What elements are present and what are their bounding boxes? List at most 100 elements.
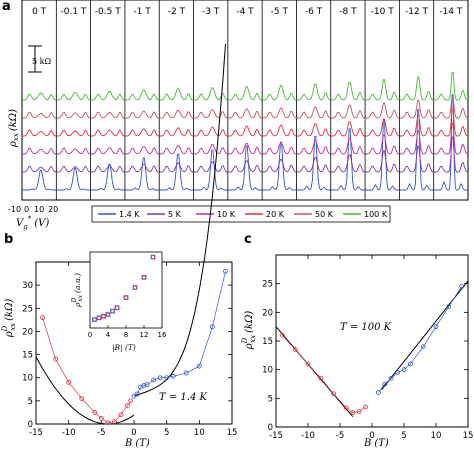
field-label: -4 T [236, 7, 254, 17]
trace-line [262, 141, 297, 155]
inset-point-pos [92, 317, 97, 322]
data-point-pos [170, 373, 176, 379]
field-label: -0.1 T [61, 7, 87, 17]
data-point-neg [350, 410, 356, 416]
inset-point-neg [97, 315, 101, 320]
inset-ticks: 0 4 8 12 16 [88, 325, 167, 339]
trace-line [124, 157, 160, 191]
inset-point-neg [124, 295, 128, 300]
trace-line [262, 124, 297, 137]
trace-line [227, 145, 263, 191]
trace-line [330, 137, 366, 155]
data-line [42, 317, 131, 423]
panel-c-ylabel: ρDxx(kΩ) [241, 311, 257, 351]
field-label: -0.5 T [95, 7, 121, 17]
trace-line [124, 163, 160, 173]
x-tick-label: -5 [336, 431, 344, 441]
trace-line [22, 165, 57, 173]
trace-line [433, 109, 469, 137]
panel-a-ylabel: ρxx(kΩ) [8, 109, 20, 148]
x-tick-a: 20 [48, 205, 58, 214]
data-point-neg [79, 396, 85, 401]
data-point-neg [331, 391, 337, 397]
panel-a-xlabel: Vg* (V) [16, 215, 49, 231]
inset-point-pos [105, 312, 111, 317]
trace-line [22, 92, 57, 101]
trace-line [399, 145, 434, 173]
panel-b-marks [35, 43, 228, 426]
trace-line [159, 127, 194, 137]
trace-line [433, 71, 469, 101]
x-tick-label: 15 [227, 428, 238, 438]
data-point-neg [105, 420, 111, 426]
data-point-pos [388, 375, 394, 381]
trace-line [193, 87, 228, 101]
data-point-neg [53, 356, 58, 362]
x-tick-label: 5 [401, 431, 406, 441]
inset-tick-label: 16 [158, 331, 167, 339]
panel-b-ticks: -15 -10 -5 0 5 10 15 0 5 10 15 20 25 30 [22, 262, 237, 438]
panel-b-inset: 0 4 8 12 16 |B| (T) ρDxx(a.u.) [71, 251, 167, 352]
panel-a-xticks: -10 0 10 20 [8, 205, 58, 214]
scale-bar: 5 kΩ [28, 45, 51, 73]
trace-line [399, 130, 434, 155]
inset-point-pos [110, 308, 115, 314]
inset-point-pos [114, 305, 120, 311]
data-point-pos [401, 367, 407, 373]
x-tick-label: -5 [97, 428, 105, 438]
data-point-pos [144, 382, 150, 388]
x-tick-label: 10 [194, 428, 205, 438]
panel-c-marks [275, 280, 469, 418]
trace-line [227, 86, 263, 101]
inset-tick-label: 0 [88, 331, 92, 339]
data-point-pos [196, 363, 202, 369]
legend-label: 20 K [266, 210, 285, 219]
data-point-pos [134, 391, 140, 397]
field-label: -10 T [371, 7, 395, 17]
inset-tick-label: 8 [124, 331, 128, 339]
data-point-neg [128, 398, 134, 404]
inset-point-neg [115, 305, 119, 310]
panel-a: a 0 T -0.1 T -0.5 T -1 T -2 T -3 T -4 T -5 T -6 … [2, 0, 469, 231]
data-point-pos [395, 370, 401, 375]
trace-line [56, 129, 91, 137]
trace-line [433, 95, 469, 119]
panel-c-xlabel: B (T) [363, 438, 389, 449]
field-label: -6 T [305, 7, 323, 17]
inset-marks [92, 254, 156, 322]
trace-line [433, 136, 469, 173]
trace-line [159, 145, 194, 155]
x-tick-a: 10 [34, 205, 44, 214]
trace-line [193, 126, 228, 137]
data-point-pos [131, 393, 137, 399]
x-tick-a: 0 [24, 205, 29, 214]
trace-line [227, 143, 263, 155]
trace-line [22, 129, 57, 137]
inset-point-neg [133, 285, 137, 290]
panel-c-annotation: T = 100 K [340, 322, 392, 333]
data-point-neg [112, 419, 117, 425]
field-labels: 0 T -0.1 T -0.5 T -1 T -2 T -3 T -4 T -5 T -6 T -… [32, 7, 463, 17]
fit-line [133, 43, 226, 397]
trace-line [330, 128, 366, 191]
trace-line [330, 121, 366, 137]
field-label: -1 T [133, 7, 151, 17]
panel-b: b -15 -10 -5 0 5 10 15 0 5 10 15 20 25 30 T = 1.4 K B… [1, 43, 237, 449]
fit-line [35, 356, 135, 425]
panel-label-b: b [4, 232, 13, 247]
data-point-pos [407, 361, 413, 367]
data-point-pos [433, 324, 439, 330]
data-point-neg [343, 405, 349, 411]
data-point-pos [164, 375, 170, 381]
trace-line [227, 125, 263, 137]
panel-label-a: a [2, 0, 11, 14]
field-label: -2 T [168, 7, 186, 17]
data-point-neg [40, 315, 45, 320]
trace-line [296, 106, 331, 119]
field-label: -14 T [439, 7, 463, 17]
trace-line [159, 153, 194, 191]
trace-line [365, 102, 400, 119]
trace-line [330, 81, 366, 101]
trace-line [90, 111, 125, 119]
